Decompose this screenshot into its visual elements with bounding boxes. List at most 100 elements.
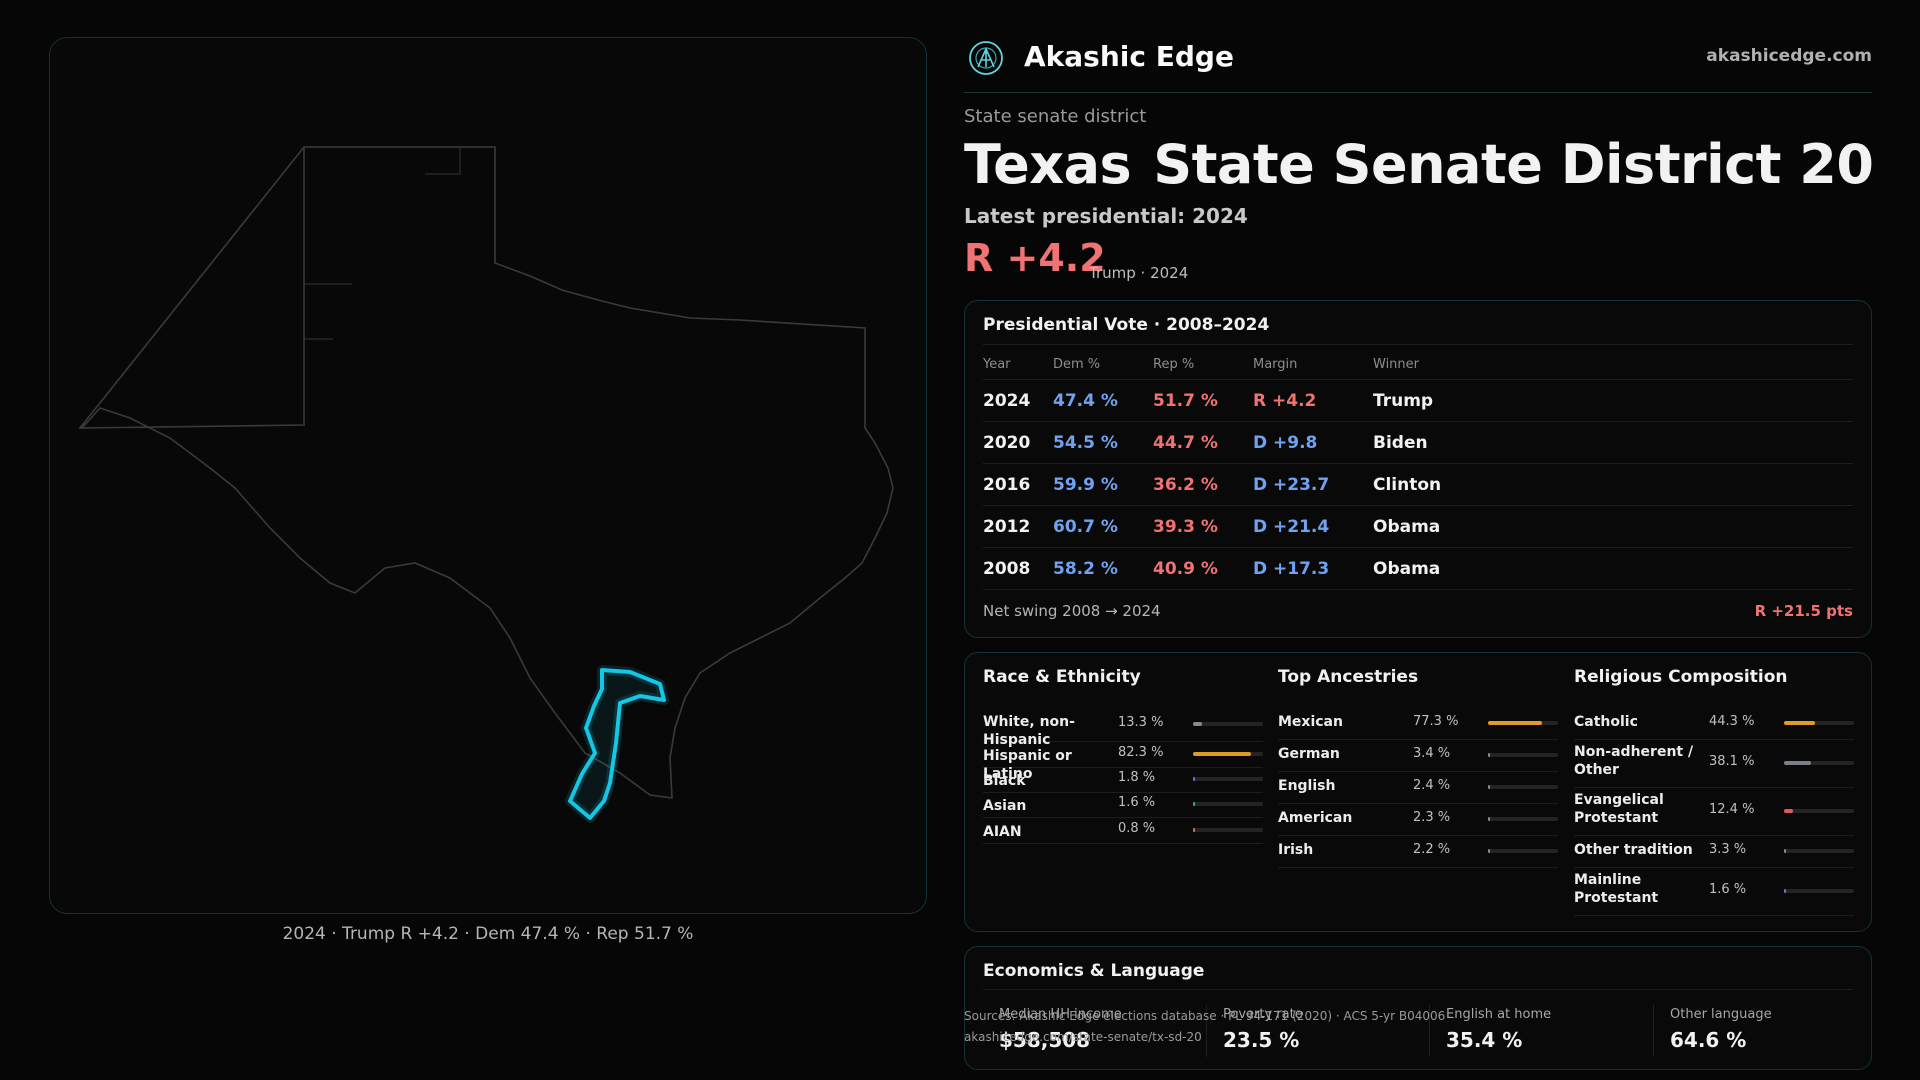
texas-outline bbox=[78, 146, 894, 799]
share-bar-track bbox=[1488, 785, 1558, 789]
brand-name[interactable]: Akashic Edge bbox=[1024, 40, 1234, 73]
stat-label: English at home bbox=[1446, 1007, 1552, 1022]
row-rep: 39.3 % bbox=[1153, 505, 1253, 548]
latest-margin: R +4.2 bbox=[964, 236, 1106, 280]
list-item: Other tradition 3.3 % bbox=[1574, 835, 1854, 868]
share-bar-fill bbox=[1784, 809, 1793, 813]
map-panel bbox=[49, 37, 927, 914]
net-swing-value: R +21.5 pts bbox=[1754, 602, 1853, 620]
row-value: 2.3 % bbox=[1413, 810, 1451, 825]
row-value: 13.3 % bbox=[1118, 715, 1164, 730]
row-margin: D +21.4 bbox=[1253, 505, 1373, 548]
row-value: 2.2 % bbox=[1413, 842, 1451, 857]
district-20-outline bbox=[568, 668, 666, 820]
row-label: Mainline Protestant bbox=[1574, 872, 1659, 906]
stat-value: $58,508 bbox=[999, 1028, 1091, 1052]
list-item: German 3.4 % bbox=[1278, 739, 1558, 772]
row-winner: Biden bbox=[1373, 421, 1853, 464]
row-dem: 58.2 % bbox=[1053, 547, 1153, 590]
economics-language-card: Economics & Language Median HH income $5… bbox=[964, 946, 1872, 1070]
share-bar-track bbox=[1488, 721, 1558, 725]
page-title: Texas State Senate District 20 bbox=[964, 130, 1874, 200]
share-bar-fill bbox=[1193, 752, 1251, 756]
row-year: 2020 bbox=[983, 421, 1053, 464]
demographics-card: Race & Ethnicity White, non-Hispanic 13.3… bbox=[964, 652, 1872, 932]
row-dem: 54.5 % bbox=[1053, 421, 1153, 464]
row-label: Irish bbox=[1278, 842, 1314, 858]
table-row: 2020 54.5 % 44.7 % D +9.8 Biden bbox=[983, 421, 1853, 464]
list-item: AIAN 0.8 % bbox=[983, 817, 1263, 844]
row-label: AIAN bbox=[983, 824, 1022, 840]
share-bar-fill bbox=[1488, 753, 1491, 757]
net-swing-label: Net swing 2008 → 2024 bbox=[983, 602, 1161, 620]
row-winner: Obama bbox=[1373, 505, 1853, 548]
share-bar-track bbox=[1784, 849, 1854, 853]
stat-median-income: Median HH income $58,508 bbox=[999, 1007, 1122, 1052]
row-rep: 51.7 % bbox=[1153, 379, 1253, 422]
col-margin: Margin bbox=[1253, 349, 1373, 380]
share-bar-track bbox=[1488, 753, 1558, 757]
row-value: 2.4 % bbox=[1413, 778, 1451, 793]
share-bar-fill bbox=[1193, 802, 1195, 806]
share-bar-track bbox=[1784, 809, 1854, 813]
panhandle-west-line bbox=[81, 147, 305, 429]
table-row: 2012 60.7 % 39.3 % D +21.4 Obama bbox=[983, 505, 1853, 548]
stat-label: Median HH income bbox=[999, 1007, 1122, 1022]
row-label: Black bbox=[983, 773, 1026, 789]
row-margin: D +23.7 bbox=[1253, 463, 1373, 506]
share-bar-track bbox=[1193, 802, 1263, 806]
share-bar-fill bbox=[1784, 889, 1786, 893]
list-item: Hispanic or Latino 82.3 % bbox=[983, 741, 1263, 782]
latest-margin-detail: Trump · 2024 bbox=[1089, 264, 1189, 282]
col-winner: Winner bbox=[1373, 349, 1853, 380]
brand-header: Akashic Edge akashicedge.com bbox=[964, 38, 1872, 93]
presidential-vote-table: Year Dem % Rep % Margin Winner 2024 47.4… bbox=[983, 349, 1853, 590]
religious-composition-title: Religious Composition bbox=[1574, 667, 1788, 687]
row-label: American bbox=[1278, 810, 1353, 826]
list-item: Mexican 77.3 % bbox=[1278, 707, 1558, 740]
row-year: 2012 bbox=[983, 505, 1053, 548]
row-rep: 44.7 % bbox=[1153, 421, 1253, 464]
source-url[interactable]: akashicedge.com/state-senate/tx-sd-20 bbox=[964, 1030, 1202, 1044]
row-label: English bbox=[1278, 778, 1336, 794]
row-label: Non-adherent / Other bbox=[1574, 744, 1694, 778]
stat-value: 64.6 % bbox=[1670, 1028, 1747, 1052]
panhandle-line-1 bbox=[425, 147, 461, 175]
row-value: 82.3 % bbox=[1118, 745, 1164, 760]
share-bar-fill bbox=[1193, 722, 1203, 726]
share-bar-track bbox=[1193, 722, 1263, 726]
row-winner: Obama bbox=[1373, 547, 1853, 590]
list-item: Mainline Protestant 1.6 % bbox=[1574, 867, 1854, 916]
row-year: 2024 bbox=[983, 379, 1053, 422]
share-bar-track bbox=[1488, 849, 1558, 853]
row-label: Asian bbox=[983, 798, 1027, 814]
stat-separator bbox=[1206, 1005, 1207, 1057]
row-label: German bbox=[1278, 746, 1340, 762]
stat-value: 35.4 % bbox=[1446, 1028, 1523, 1052]
share-bar-track bbox=[1784, 889, 1854, 893]
row-margin: D +17.3 bbox=[1253, 547, 1373, 590]
akashic-logo-icon[interactable] bbox=[968, 40, 1004, 76]
row-label: Evangelical Protestant bbox=[1574, 792, 1664, 826]
share-bar-track bbox=[1193, 752, 1263, 756]
row-winner: Trump bbox=[1373, 379, 1853, 422]
row-rep: 36.2 % bbox=[1153, 463, 1253, 506]
stat-other-language: Other language 64.6 % bbox=[1670, 1007, 1772, 1052]
stat-separator bbox=[1653, 1005, 1654, 1057]
stat-separator bbox=[1429, 1005, 1430, 1057]
share-bar-track bbox=[1784, 761, 1854, 765]
row-value: 3.3 % bbox=[1709, 842, 1747, 857]
presidential-vote-title: Presidential Vote · 2008–2024 bbox=[983, 315, 1270, 335]
row-rep: 40.9 % bbox=[1153, 547, 1253, 590]
row-margin: R +4.2 bbox=[1253, 379, 1373, 422]
texas-map bbox=[78, 146, 894, 823]
col-dem: Dem % bbox=[1053, 349, 1153, 380]
share-bar-track bbox=[1193, 828, 1263, 832]
share-bar-fill bbox=[1488, 817, 1490, 821]
share-bar-fill bbox=[1193, 777, 1195, 781]
share-bar-fill bbox=[1488, 849, 1490, 853]
brand-url[interactable]: akashicedge.com bbox=[1706, 46, 1872, 66]
row-label: Mexican bbox=[1278, 714, 1343, 730]
row-value: 3.4 % bbox=[1413, 746, 1451, 761]
row-dem: 47.4 % bbox=[1053, 379, 1153, 422]
